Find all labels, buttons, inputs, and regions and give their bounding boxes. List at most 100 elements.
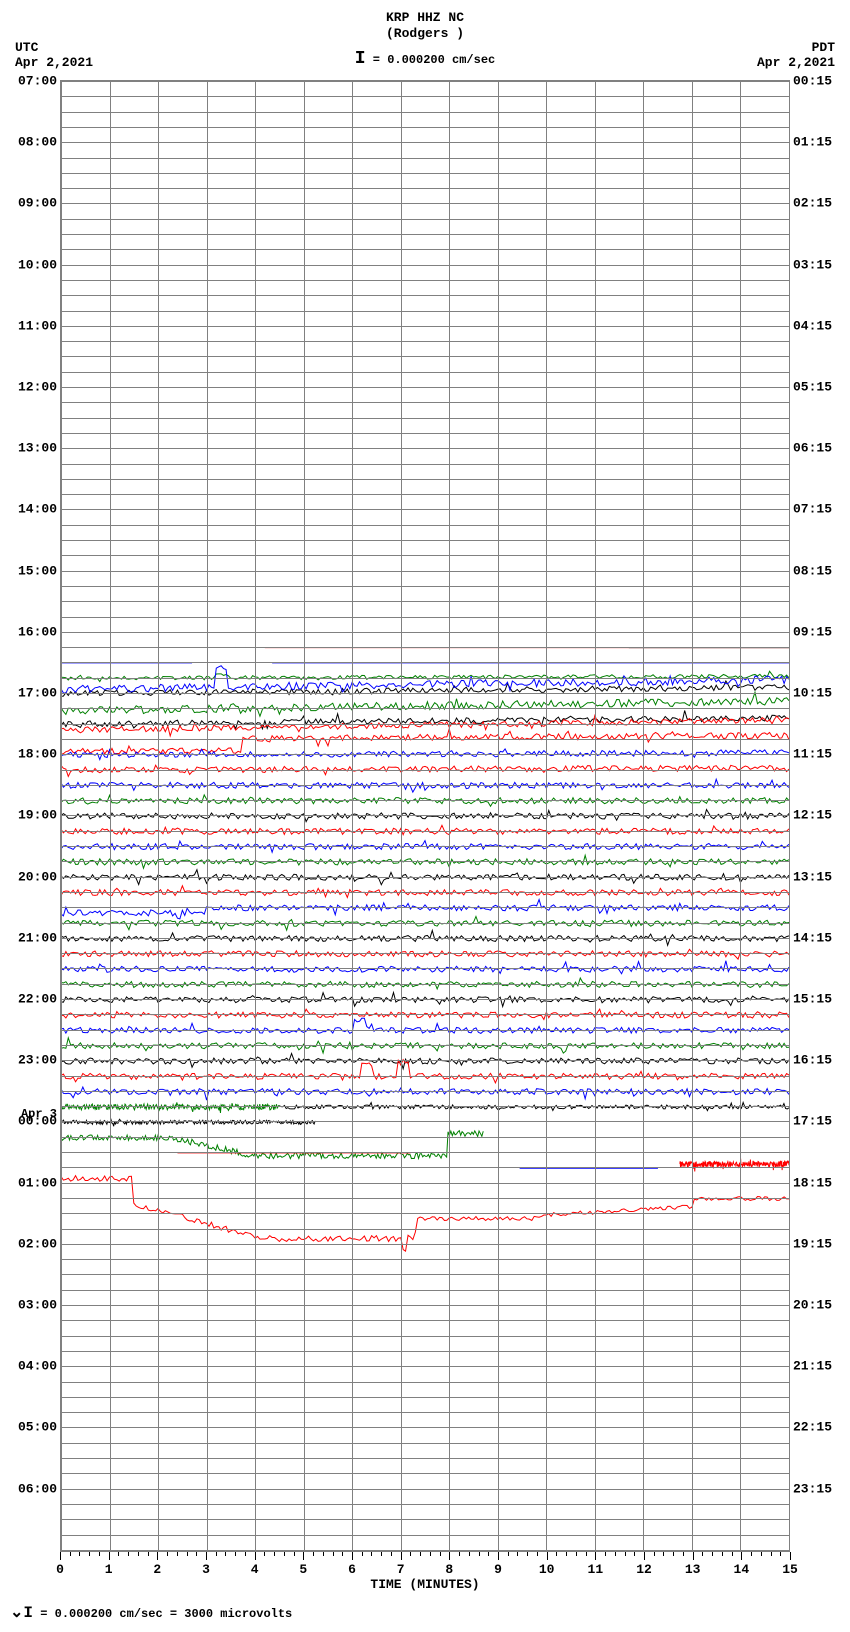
- x-tick-minor: [586, 1552, 587, 1556]
- grid-col: [304, 81, 305, 1551]
- x-tick: [790, 1552, 791, 1560]
- x-tick-label: 11: [588, 1562, 604, 1577]
- x-tick-minor: [177, 1552, 178, 1556]
- x-tick-minor: [167, 1552, 168, 1556]
- grid-row: [61, 1014, 789, 1015]
- x-tick-minor: [138, 1552, 139, 1556]
- x-tick: [303, 1552, 304, 1560]
- x-tick-minor: [89, 1552, 90, 1556]
- grid-row: [61, 1504, 789, 1505]
- grid-row: [61, 127, 789, 128]
- hour-label-left: 22:00: [18, 992, 57, 1007]
- x-tick-minor: [225, 1552, 226, 1556]
- grid-row: [61, 509, 789, 510]
- hour-label-right: 11:15: [793, 747, 832, 762]
- grid-row: [61, 968, 789, 969]
- grid-row: [61, 1167, 789, 1168]
- hour-label-left: 06:00: [18, 1481, 57, 1496]
- x-tick-minor: [654, 1552, 655, 1556]
- grid-row: [61, 1229, 789, 1230]
- x-tick-label: 7: [397, 1562, 405, 1577]
- grid-row: [61, 1519, 789, 1520]
- tz-right-label: PDT: [757, 40, 835, 55]
- x-tick: [449, 1552, 450, 1560]
- hour-label-left: 08:00: [18, 135, 57, 150]
- x-tick-label: 6: [348, 1562, 356, 1577]
- grid-row: [61, 81, 789, 82]
- hour-label-left: 01:00: [18, 1175, 57, 1190]
- x-tick: [595, 1552, 596, 1560]
- grid-row: [61, 96, 789, 97]
- grid-col: [61, 81, 62, 1551]
- x-tick-minor: [284, 1552, 285, 1556]
- x-tick-minor: [576, 1552, 577, 1556]
- x-tick-minor: [128, 1552, 129, 1556]
- grid-row: [61, 1198, 789, 1199]
- hour-label-right: 16:15: [793, 1053, 832, 1068]
- grid-row: [61, 785, 789, 786]
- grid-row: [61, 1091, 789, 1092]
- grid-row: [61, 525, 789, 526]
- seismic-trace: [61, 1131, 483, 1159]
- x-tick-label: 9: [494, 1562, 502, 1577]
- x-tick-minor: [488, 1552, 489, 1556]
- x-tick-minor: [634, 1552, 635, 1556]
- x-tick-minor: [99, 1552, 100, 1556]
- x-tick-minor: [673, 1552, 674, 1556]
- grid-row: [61, 1535, 789, 1536]
- grid-row: [61, 1274, 789, 1275]
- grid-row: [61, 923, 789, 924]
- x-tick-label: 1: [105, 1562, 113, 1577]
- grid-col: [401, 81, 402, 1551]
- hour-label-right: 22:15: [793, 1420, 832, 1435]
- plot-area: 07:0008:0009:0010:0011:0012:0013:0014:00…: [60, 80, 790, 1552]
- grid-row: [61, 341, 789, 342]
- hour-label-right: 17:15: [793, 1114, 832, 1129]
- seismic-trace: [61, 1018, 789, 1033]
- hour-label-right: 19:15: [793, 1236, 832, 1251]
- hour-label-left: 03:00: [18, 1298, 57, 1313]
- x-tick-label: 12: [636, 1562, 652, 1577]
- hour-label-right: 00:15: [793, 74, 832, 89]
- grid-row: [61, 1382, 789, 1383]
- x-tick-label: 15: [782, 1562, 798, 1577]
- hour-label-left: 07:00: [18, 74, 57, 89]
- date-left: Apr 2,2021: [15, 55, 93, 70]
- grid-row: [61, 311, 789, 312]
- x-axis: TIME (MINUTES) 0123456789101112131415: [60, 1552, 790, 1592]
- grid-col: [352, 81, 353, 1551]
- x-tick-label: 14: [734, 1562, 750, 1577]
- grid-col: [207, 81, 208, 1551]
- x-tick-minor: [391, 1552, 392, 1556]
- grid-row: [61, 693, 789, 694]
- x-tick-minor: [469, 1552, 470, 1556]
- x-tick: [498, 1552, 499, 1560]
- x-tick-minor: [245, 1552, 246, 1556]
- hour-label-right: 01:15: [793, 135, 832, 150]
- hour-label-left: 17:00: [18, 686, 57, 701]
- grid-row: [61, 540, 789, 541]
- x-axis-label: TIME (MINUTES): [370, 1577, 479, 1592]
- hour-label-left: 04:00: [18, 1359, 57, 1374]
- x-tick-minor: [556, 1552, 557, 1556]
- x-tick-minor: [780, 1552, 781, 1556]
- x-tick-minor: [761, 1552, 762, 1556]
- grid-row: [61, 770, 789, 771]
- seismogram-container: KRP HHZ NC (Rodgers ) UTC Apr 2,2021 PDT…: [10, 10, 840, 1622]
- footer-bar-icon: ⌄I: [10, 1604, 33, 1622]
- hour-label-right: 09:15: [793, 624, 832, 639]
- x-tick-minor: [79, 1552, 80, 1556]
- grid-col: [740, 81, 741, 1551]
- grid-col: [643, 81, 644, 1551]
- hour-label-right: 08:15: [793, 563, 832, 578]
- grid-row: [61, 173, 789, 174]
- x-tick-minor: [118, 1552, 119, 1556]
- seismic-trace: [61, 1087, 789, 1100]
- grid-row: [61, 708, 789, 709]
- grid-row: [61, 1244, 789, 1245]
- grid-row: [61, 188, 789, 189]
- x-tick: [206, 1552, 207, 1560]
- grid-row: [61, 739, 789, 740]
- x-tick-minor: [216, 1552, 217, 1556]
- grid-col: [449, 81, 450, 1551]
